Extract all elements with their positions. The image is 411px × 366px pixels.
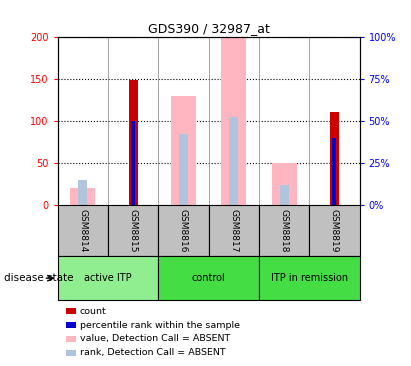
Bar [179, 134, 188, 205]
Text: disease state: disease state [4, 273, 74, 283]
Bar [129, 81, 138, 205]
Bar [259, 256, 360, 300]
Text: control: control [192, 273, 226, 283]
Bar [330, 112, 339, 205]
Bar [108, 205, 158, 256]
Bar [158, 205, 208, 256]
Bar [171, 96, 196, 205]
Text: GSM8814: GSM8814 [78, 209, 87, 252]
Text: GSM8817: GSM8817 [229, 209, 238, 252]
Text: ITP in remission: ITP in remission [271, 273, 348, 283]
Bar [272, 163, 297, 205]
Text: GSM8818: GSM8818 [279, 209, 289, 252]
Bar [221, 37, 246, 205]
Bar [332, 138, 337, 205]
Text: percentile rank within the sample: percentile rank within the sample [80, 321, 240, 329]
Bar [209, 205, 259, 256]
Text: GSM8816: GSM8816 [179, 209, 188, 252]
Text: value, Detection Call = ABSENT: value, Detection Call = ABSENT [80, 335, 230, 343]
Bar [70, 188, 95, 205]
Bar [158, 256, 259, 300]
Bar [229, 117, 238, 205]
Bar [309, 205, 360, 256]
Bar [58, 205, 108, 256]
Bar [259, 205, 309, 256]
Text: GSM8819: GSM8819 [330, 209, 339, 252]
Bar [78, 180, 87, 205]
Text: active ITP: active ITP [84, 273, 132, 283]
Title: GDS390 / 32987_at: GDS390 / 32987_at [148, 22, 270, 36]
Text: GSM8815: GSM8815 [129, 209, 138, 252]
Bar [58, 256, 158, 300]
Text: count: count [80, 307, 106, 315]
Bar [131, 121, 135, 205]
Text: rank, Detection Call = ABSENT: rank, Detection Call = ABSENT [80, 348, 225, 357]
Bar [279, 185, 289, 205]
